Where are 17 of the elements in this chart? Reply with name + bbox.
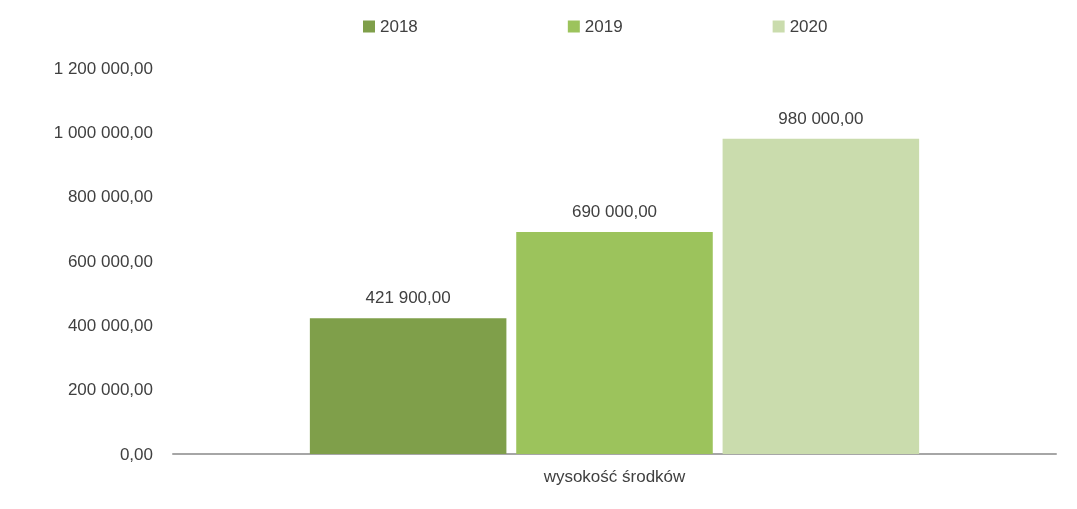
y-tick-label: 200 000,00	[67, 380, 153, 400]
legend-label: 2019	[584, 17, 623, 36]
y-tick-label: 1 200 000,00	[53, 58, 153, 78]
y-tick-label: 1 000 000,00	[53, 122, 153, 142]
bar	[516, 232, 713, 454]
legend-label: 2020	[789, 17, 828, 36]
bar	[722, 138, 920, 454]
x-tick-label: wysokość środków	[542, 467, 687, 486]
legend-label: 2018	[380, 17, 418, 36]
y-tick-label: 600 000,00	[67, 251, 153, 271]
data-label: 421 900,00	[365, 288, 451, 308]
data-label: 690 000,00	[571, 202, 658, 222]
bar	[309, 318, 507, 454]
y-tick-label: 0,00	[119, 444, 153, 464]
y-tick-label: 800 000,00	[67, 187, 153, 207]
y-tick-label: 400 000,00	[67, 315, 153, 335]
data-label: 980 000,00	[778, 108, 864, 128]
